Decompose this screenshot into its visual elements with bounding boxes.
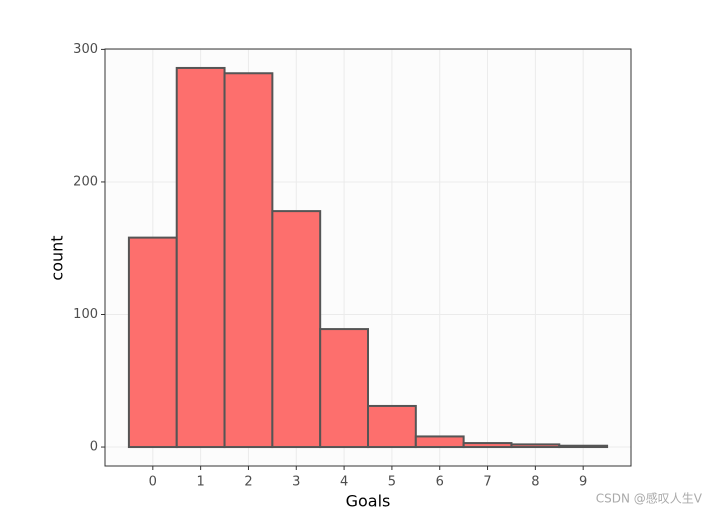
bar: [414, 435, 465, 449]
x-tick-label: 8: [531, 475, 539, 490]
x-tick-label: 9: [579, 475, 587, 490]
x-axis-title: Goals: [346, 492, 391, 511]
x-tick-label: 3: [292, 475, 300, 490]
bar: [510, 443, 561, 449]
x-tick-label: 0: [149, 475, 157, 490]
y-axis-title: count: [48, 235, 67, 280]
y-tick-label: 0: [90, 440, 98, 455]
x-tick-label: 1: [196, 475, 204, 490]
bar: [462, 442, 513, 449]
bar: [271, 210, 322, 449]
watermark: CSDN @感叹人生V: [596, 491, 703, 506]
x-tick-label: 4: [340, 475, 348, 490]
bar: [319, 328, 370, 449]
bar: [127, 236, 178, 449]
x-tick-label: 6: [436, 475, 444, 490]
x-tick-label: 2: [244, 475, 252, 490]
x-tick-label: 5: [388, 475, 396, 490]
bar: [558, 444, 609, 449]
plot-border: [104, 48, 632, 467]
bar: [223, 72, 274, 449]
y-tick-label: 200: [73, 174, 98, 189]
y-tick-label: 100: [73, 307, 98, 322]
bar: [367, 404, 417, 449]
x-tick-label: 7: [483, 475, 491, 490]
y-tick-label: 300: [73, 42, 98, 57]
bar: [175, 66, 226, 449]
